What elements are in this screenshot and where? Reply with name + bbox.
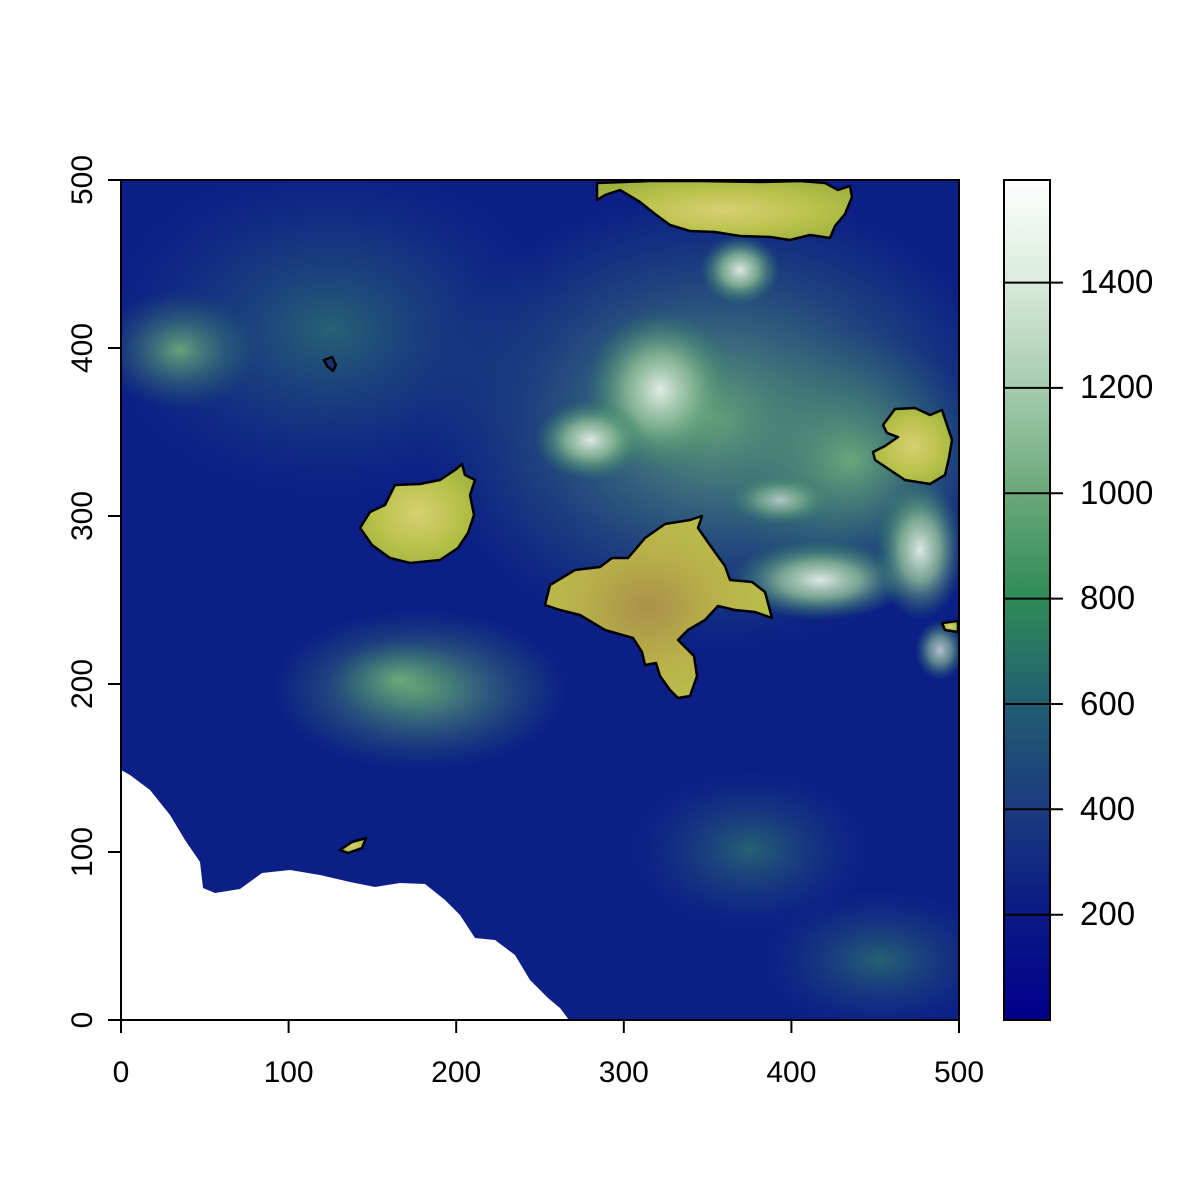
legend-tick-label: 1400 xyxy=(1080,263,1153,300)
y-tick-label: 100 xyxy=(66,827,99,877)
legend-tick-label: 800 xyxy=(1080,579,1135,616)
y-tick-label: 0 xyxy=(66,1012,99,1029)
x-tick-label: 100 xyxy=(264,1056,314,1089)
x-tick-label: 400 xyxy=(766,1056,816,1089)
x-tick-label: 200 xyxy=(431,1056,481,1089)
legend-tick-label: 200 xyxy=(1080,895,1135,932)
x-tick-label: 500 xyxy=(934,1056,984,1089)
y-tick-label: 500 xyxy=(66,155,99,205)
legend-tick-label: 600 xyxy=(1080,685,1135,722)
y-tick-label: 200 xyxy=(66,659,99,709)
legend-tick-label: 1200 xyxy=(1080,368,1153,405)
y-tick-label: 400 xyxy=(66,323,99,373)
color-legend: 200 400 600 800 1000 1200 1400 xyxy=(1004,180,1153,1020)
highlight-region-east-edge xyxy=(942,621,958,632)
legend-tick-label: 400 xyxy=(1080,790,1135,827)
legend-tick-label: 1000 xyxy=(1080,474,1153,511)
legend-gradient-bar xyxy=(1004,180,1050,1020)
y-tick-label: 300 xyxy=(66,491,99,541)
y-axis: 0 100 200 300 400 500 xyxy=(66,155,121,1028)
x-tick-label: 0 xyxy=(113,1056,130,1089)
x-axis: 0 100 200 300 400 500 xyxy=(113,1020,984,1089)
x-tick-label: 300 xyxy=(599,1056,649,1089)
